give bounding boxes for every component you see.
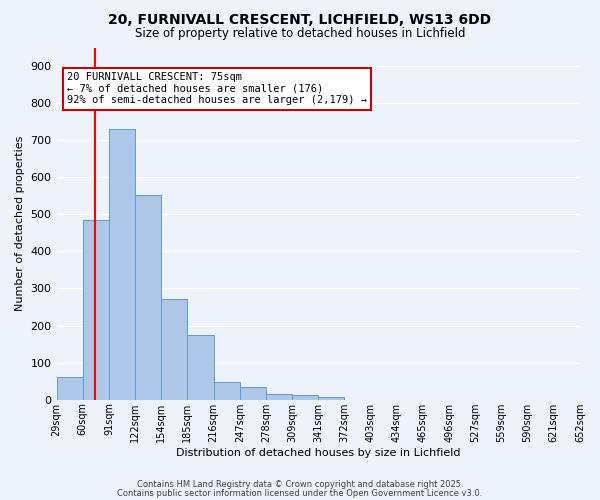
Bar: [56, 376, 83, 400]
Text: 20, FURNIVALL CRESCENT, LICHFIELD, WS13 6DD: 20, FURNIVALL CRESCENT, LICHFIELD, WS13 …: [109, 12, 491, 26]
Bar: [240, 388, 266, 400]
Y-axis label: Number of detached properties: Number of detached properties: [15, 136, 25, 312]
Bar: [161, 299, 187, 400]
Bar: [214, 382, 240, 400]
Bar: [266, 394, 292, 400]
Bar: [318, 396, 344, 400]
Text: 20 FURNIVALL CRESCENT: 75sqm
← 7% of detached houses are smaller (176)
92% of se: 20 FURNIVALL CRESCENT: 75sqm ← 7% of det…: [67, 72, 367, 106]
Text: Contains public sector information licensed under the Open Government Licence v3: Contains public sector information licen…: [118, 488, 482, 498]
Bar: [135, 196, 161, 400]
Bar: [109, 129, 135, 400]
Bar: [292, 395, 318, 400]
Text: Contains HM Land Registry data © Crown copyright and database right 2025.: Contains HM Land Registry data © Crown c…: [137, 480, 463, 489]
Bar: [187, 335, 214, 400]
Text: Size of property relative to detached houses in Lichfield: Size of property relative to detached ho…: [135, 28, 465, 40]
Bar: [83, 220, 109, 400]
X-axis label: Distribution of detached houses by size in Lichfield: Distribution of detached houses by size …: [176, 448, 461, 458]
